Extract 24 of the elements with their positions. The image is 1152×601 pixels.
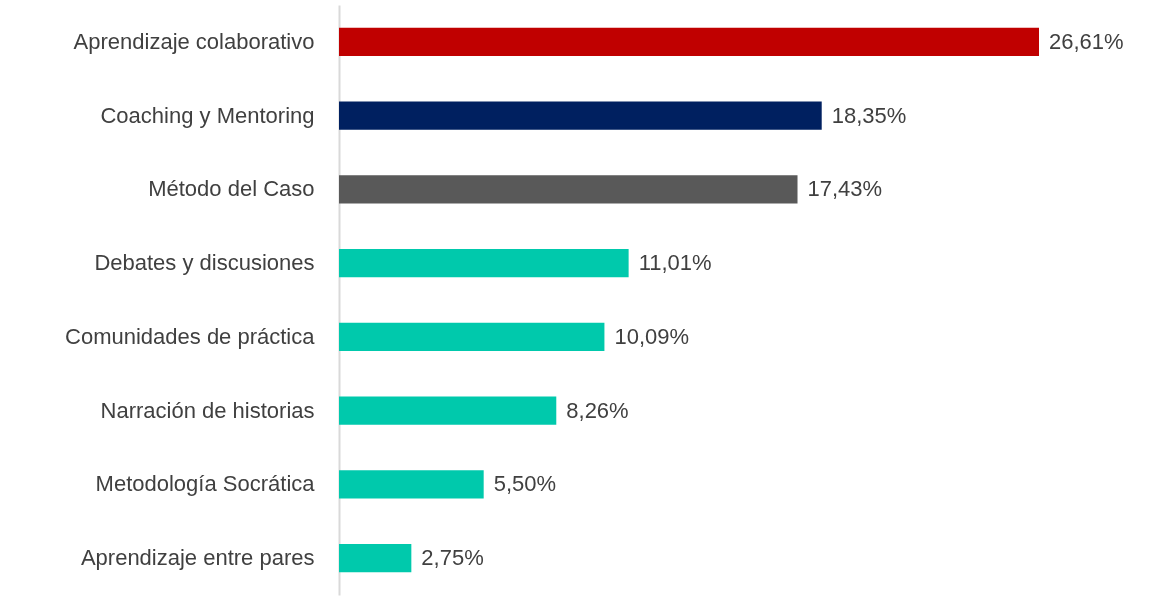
data-label: 10,09% bbox=[614, 323, 690, 349]
bar bbox=[339, 322, 605, 351]
bar bbox=[339, 101, 822, 130]
y-tick-label: Narración de historias bbox=[100, 397, 315, 423]
bar bbox=[339, 544, 412, 573]
y-tick-label: Aprendizaje entre pares bbox=[80, 545, 315, 571]
data-label: 18,35% bbox=[831, 102, 907, 128]
bar bbox=[339, 249, 629, 278]
y-tick-label: Coaching y Mentoring bbox=[100, 102, 315, 128]
data-label: 26,61% bbox=[1049, 28, 1124, 54]
data-label: 5,50% bbox=[493, 471, 557, 497]
bar bbox=[339, 396, 557, 425]
data-label: 17,43% bbox=[807, 176, 883, 202]
bar bbox=[339, 27, 1039, 56]
bar bbox=[339, 470, 484, 499]
y-tick-label: Metodología Socrática bbox=[95, 471, 316, 497]
y-tick-label: Aprendizaje colaborativo bbox=[73, 28, 315, 54]
y-tick-label: Debates y discusiones bbox=[94, 250, 315, 276]
y-tick-label: Método del Caso bbox=[148, 176, 315, 202]
bar bbox=[339, 175, 798, 204]
data-label: 11,01% bbox=[638, 250, 712, 276]
y-tick-label: Comunidades de práctica bbox=[65, 323, 316, 349]
data-label: 2,75% bbox=[421, 545, 484, 571]
data-label: 8,26% bbox=[566, 397, 629, 423]
